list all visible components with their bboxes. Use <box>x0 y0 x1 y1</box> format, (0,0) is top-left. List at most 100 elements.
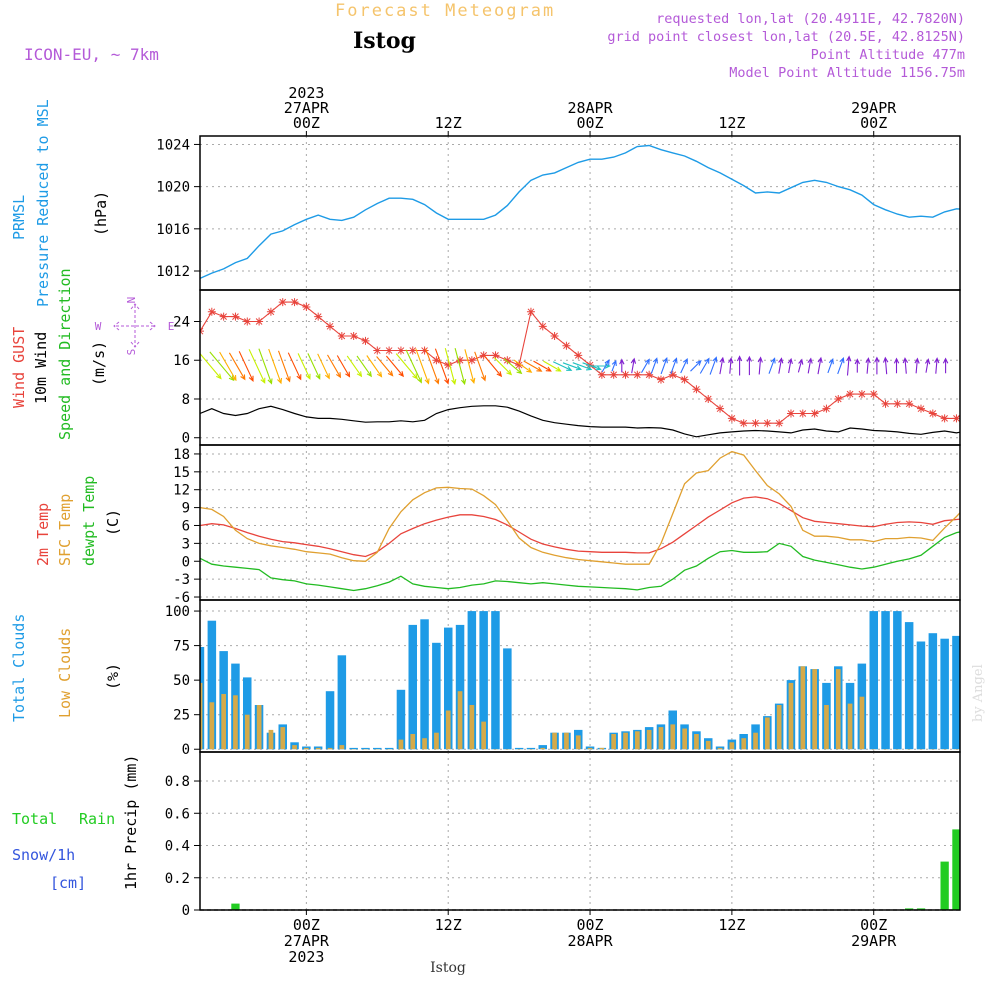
total-cloud-bar <box>385 748 394 749</box>
gust-marker <box>941 414 949 422</box>
clouds-ytick-label: 50 <box>173 673 190 689</box>
top-time-label: 00Z <box>293 114 320 132</box>
wind-ytick-label: 0 <box>182 431 190 447</box>
low-cloud-bar <box>304 748 309 749</box>
total-cloud-bar <box>940 639 949 750</box>
total-cloud-bar <box>929 633 938 749</box>
t2m-label: 2m Temp <box>34 503 52 566</box>
compass-west: W <box>95 320 102 333</box>
gust-marker <box>527 308 535 316</box>
low-cloud-bar <box>233 695 238 749</box>
low-cloud-bar <box>694 734 699 749</box>
gust-marker <box>220 313 228 321</box>
gust-marker <box>633 371 641 379</box>
pressure-ytick-label: 1024 <box>156 137 190 153</box>
low-cloud-bar <box>860 697 865 750</box>
gust-marker <box>763 419 771 427</box>
gust-marker <box>704 395 712 403</box>
gust-marker <box>858 390 866 398</box>
gust-marker <box>740 419 748 427</box>
gust-marker <box>243 317 251 325</box>
bottom-time-label: 28APR <box>567 932 613 950</box>
gust-marker <box>787 410 795 418</box>
low-cloud-bar <box>659 727 664 749</box>
low-cloud-bar <box>600 748 605 749</box>
gust-marker <box>350 332 358 340</box>
clouds-ytick-label: 100 <box>165 604 190 620</box>
temp-unit: (C) <box>104 509 122 536</box>
compass-north: N <box>125 297 138 304</box>
low-cloud-bar <box>316 748 321 749</box>
temp-ytick-label: 9 <box>182 501 190 517</box>
gust-marker <box>574 351 582 359</box>
total-cloud-bar <box>338 655 347 749</box>
sfc-temp-label: SFC Temp <box>56 494 74 566</box>
model-name: ICON-EU, ~ 7km <box>24 45 159 64</box>
snow-label: Snow/1h <box>12 846 75 864</box>
gust-marker <box>373 347 381 355</box>
low-cloud-bar <box>340 745 345 749</box>
gust-marker <box>279 298 287 306</box>
low-cloud-bar <box>458 691 463 749</box>
low-cloud-bar <box>540 748 545 749</box>
temp-ytick-label: 3 <box>182 536 190 552</box>
low-cloud-bar <box>789 683 794 749</box>
low-cloud-bar <box>682 729 687 750</box>
pressure-ytick-label: 1012 <box>156 264 190 280</box>
low-cloud-bar <box>328 748 333 749</box>
total-cloud-bar <box>409 625 418 749</box>
cloud-unit: (%) <box>104 663 122 690</box>
low-cloud-bar <box>588 748 593 749</box>
low-cloud-bar <box>848 704 853 750</box>
credit: by Angel <box>971 664 986 722</box>
low-cloud-bar <box>623 733 628 750</box>
low-cloud-bar <box>836 669 841 749</box>
precip-ytick-label: 0.4 <box>165 839 190 855</box>
model-altitude: Model Point Altitude 1156.75m <box>729 65 965 81</box>
gust-marker <box>231 313 239 321</box>
total-cloud-bar <box>515 748 524 749</box>
top-time-label: 12Z <box>718 114 745 132</box>
pressure-ytick-label: 1016 <box>156 222 190 238</box>
low-cloud-bar <box>446 711 451 750</box>
low-cloud-bar <box>576 735 581 749</box>
gust-marker <box>669 371 677 379</box>
gust-marker <box>539 322 547 330</box>
precip-ytick-label: 0.2 <box>165 871 190 887</box>
low-cloud-bar <box>801 666 806 749</box>
clouds-ytick-label: 25 <box>173 708 190 724</box>
gust-marker <box>562 342 570 350</box>
rain-label: Rain <box>79 810 115 828</box>
total-cloud-bar <box>881 611 890 749</box>
gust-marker <box>929 410 937 418</box>
gust-marker <box>811 410 819 418</box>
gust-marker <box>326 322 334 330</box>
bottom-time-label: 29APR <box>851 932 897 950</box>
low-cloud-bar <box>470 705 475 749</box>
gust-marker <box>610 371 618 379</box>
precip-ytick-label: 0.6 <box>165 806 190 822</box>
low-clouds-label: Low Clouds <box>56 628 74 718</box>
gust-marker <box>255 317 263 325</box>
gust-marker <box>291 298 299 306</box>
bottom-time-label: 2023 <box>288 948 324 966</box>
dewpt-label: dewpt Temp <box>80 476 98 566</box>
gust-marker <box>716 405 724 413</box>
top-time-label: 00Z <box>860 114 887 132</box>
low-cloud-bar <box>812 669 817 749</box>
snow-unit: [cm] <box>50 874 86 892</box>
bottom-time-label: 12Z <box>718 916 745 934</box>
gust-label: Wind GUST <box>10 327 28 408</box>
gust-marker <box>657 376 665 384</box>
gust-marker <box>208 308 216 316</box>
gust-marker <box>314 313 322 321</box>
pressure-ytick-label: 1020 <box>156 180 190 196</box>
total-cloud-bar <box>917 642 926 750</box>
temp-ytick-label: 6 <box>182 518 190 534</box>
point-altitude: Point Altitude 477m <box>811 47 965 63</box>
low-cloud-bar <box>635 731 640 749</box>
gust-marker <box>728 414 736 422</box>
pressure-unit: (hPa) <box>92 191 110 236</box>
top-time-label: 00Z <box>576 114 603 132</box>
gust-marker <box>752 419 760 427</box>
